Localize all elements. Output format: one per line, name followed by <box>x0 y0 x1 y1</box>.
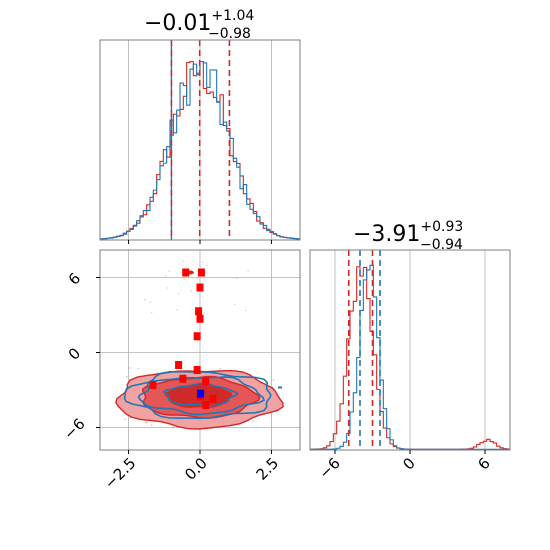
marginal-y-grid <box>334 250 486 450</box>
marginal-y-title-sup: +0.93 <box>420 219 463 235</box>
joint-faint-point <box>166 287 169 289</box>
joint-y-tick-label: 0 <box>65 344 84 363</box>
joint-red-point <box>182 268 190 277</box>
joint-faint-point <box>125 375 128 378</box>
joint-faint-point <box>123 418 126 421</box>
marginal-x-hist-blue <box>100 60 300 240</box>
joint-faint-point <box>137 367 140 370</box>
joint-red-point <box>196 283 204 292</box>
joint-blue-outlier <box>278 386 282 389</box>
joint-faint-point <box>128 367 131 369</box>
joint-red-point <box>175 361 183 369</box>
joint-red-point <box>196 314 204 323</box>
joint-blue-contour <box>123 370 272 420</box>
joint-faint-point <box>183 277 185 280</box>
joint-faint-point <box>182 260 185 262</box>
marginal-y-tick-label: −6 <box>315 454 343 482</box>
marginal-x-title: −0.01+1.04 −0.98 <box>144 8 254 42</box>
joint-red-point <box>193 366 201 374</box>
marginal-y-tick-label: 6 <box>474 454 493 473</box>
joint-faint-point <box>234 303 236 306</box>
joint-faint-point <box>168 270 171 273</box>
joint-red-point <box>149 381 157 389</box>
joint-panel: −2.5 0.0 2.5 −6 0 6 <box>60 249 301 493</box>
joint-blue-contour <box>162 382 239 407</box>
joint-faint-point <box>203 312 205 315</box>
joint-faint-point <box>247 270 249 272</box>
marginal-x-title-sub: −0.98 <box>208 26 251 42</box>
joint-faint-point <box>150 311 153 314</box>
marginal-y-title-sub: −0.94 <box>420 237 463 253</box>
marginal-y-ticks: −6 0 6 <box>315 450 494 482</box>
joint-x-tick-label: −2.5 <box>101 454 139 492</box>
joint-faint-point <box>177 292 180 295</box>
joint-faint-point <box>272 379 275 381</box>
joint-faint-point <box>149 301 151 304</box>
joint-red-point <box>197 268 205 277</box>
joint-faint-point <box>219 367 221 370</box>
joint-faint-point <box>164 274 167 277</box>
joint-faint-point <box>172 426 175 429</box>
joint-faint-point <box>176 309 179 311</box>
marginal-x-histograms <box>100 60 300 240</box>
joint-red-point <box>179 374 187 383</box>
joint-faint-point <box>145 421 148 424</box>
marginal-y-histograms <box>310 264 510 450</box>
marginal-x-ticks <box>128 240 272 244</box>
joint-red-point <box>209 394 217 403</box>
marginal-x-title-sup: +1.04 <box>211 8 254 24</box>
joint-faint-point <box>252 420 255 423</box>
joint-faint-point <box>190 290 192 292</box>
joint-faint-point <box>196 277 198 280</box>
joint-x-tick-label: 0.0 <box>181 454 211 484</box>
joint-faint-point <box>206 264 208 267</box>
marginal-y-quantile-lines <box>347 250 381 450</box>
joint-faint-point <box>145 421 148 424</box>
joint-blue-contours <box>123 370 272 420</box>
joint-blue-contour <box>137 376 265 416</box>
joint-faint-point <box>235 277 238 280</box>
marginal-x-quantile-lines <box>170 40 231 240</box>
joint-blue-point <box>197 389 205 398</box>
joint-faint-point <box>150 424 153 426</box>
joint-red-point <box>195 307 203 316</box>
marginal-y-tick-label: 0 <box>399 454 418 473</box>
marginal-x-panel: −0.01+1.04 −0.98 <box>99 8 301 244</box>
joint-grid <box>100 250 300 450</box>
joint-faint-point <box>201 261 204 264</box>
joint-faint-point <box>143 299 146 301</box>
marginal-y-hist-blue <box>310 264 510 450</box>
joint-y-tick-label: 6 <box>65 269 84 288</box>
joint-x-tick-label: 2.5 <box>253 454 283 484</box>
marginal-y-panel: −6 0 6 −3.91+0.93 −0.94 <box>309 219 511 482</box>
marginal-y-title: −3.91+0.93 −0.94 <box>353 219 463 253</box>
joint-red-point <box>193 332 201 341</box>
joint-y-tick-label: −6 <box>60 415 88 443</box>
joint-points <box>149 268 282 409</box>
joint-faint-point <box>244 309 247 312</box>
joint-red-point <box>202 401 210 409</box>
joint-red-point <box>202 377 210 386</box>
